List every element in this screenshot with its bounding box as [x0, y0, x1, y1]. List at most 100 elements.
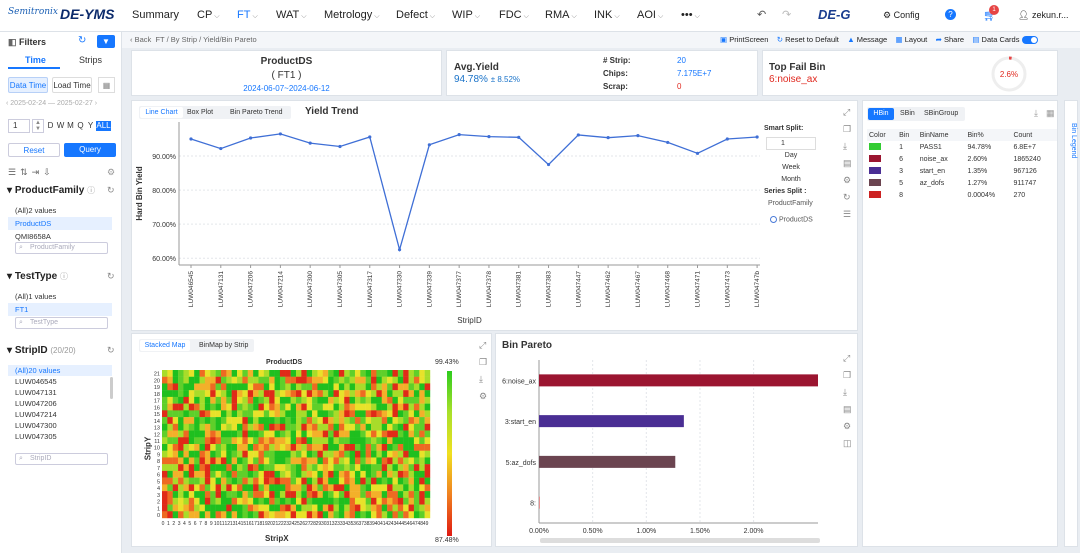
tab-stacked-map[interactable]: Stacked Map [140, 340, 190, 351]
split-month[interactable]: Month [781, 176, 801, 183]
expand-icon[interactable]: ⤢ [479, 340, 487, 350]
tab-sbingroup[interactable]: SBinGroup [924, 110, 959, 117]
list-item[interactable]: LUW047214 [15, 410, 57, 419]
de-g-logo[interactable]: DE-G [818, 7, 851, 22]
copy-icon[interactable]: ❐ [843, 124, 852, 134]
list-item[interactable]: QMI8658A [15, 232, 51, 241]
tab-strips[interactable]: Strips [79, 55, 103, 65]
copy-icon[interactable]: ❐ [479, 357, 488, 367]
nav-ink[interactable]: INK ⌵ [594, 9, 620, 21]
tab-line-chart[interactable]: Line Chart [140, 107, 183, 118]
share-button[interactable]: ➦ Share [935, 35, 965, 44]
reset-button[interactable]: Reset [8, 143, 60, 157]
list-item-selected[interactable]: ProductDS [8, 217, 112, 230]
filter-icon[interactable]: ▼ [97, 35, 115, 48]
table-row[interactable]: 1 PASS1 94.78% 6.8E+7 [867, 141, 1057, 153]
calendar-icon[interactable]: ▦ [98, 77, 115, 93]
column-header[interactable]: Bin [899, 131, 910, 139]
load-time-button[interactable]: Load Time [52, 77, 92, 93]
tab-box-plot[interactable]: Box Plot [187, 109, 214, 116]
period-d[interactable]: D [47, 121, 54, 130]
nav-rma[interactable]: RMA ⌵ [545, 9, 577, 21]
period-w[interactable]: W [56, 121, 65, 130]
productfamily-search[interactable]: ⌕ ProductFamily [15, 242, 108, 254]
help-icon[interactable]: ? [945, 9, 956, 20]
list-scrollbar[interactable] [110, 377, 113, 399]
redo-icon[interactable]: ↷ [782, 9, 792, 21]
nav-metrology[interactable]: Metrology ⌵ [324, 9, 380, 21]
app-name[interactable]: DE-YMS [60, 6, 115, 22]
query-button[interactable]: Query [64, 143, 116, 157]
nav-cp[interactable]: CP ⌵ [197, 9, 220, 21]
column-header[interactable]: Bin% [967, 131, 984, 139]
bin-legend-side-tab[interactable]: Bin Legend [1064, 100, 1078, 547]
message-button[interactable]: ▲ Message [847, 35, 888, 44]
printscreen-button[interactable]: ▣ PrintScreen [720, 35, 769, 44]
table-row[interactable]: 6 noise_ax 2.60% 1865240 [867, 153, 1057, 165]
series-split-value[interactable]: ProductFamily [768, 200, 813, 207]
nav-aoi[interactable]: AOI ⌵ [637, 9, 664, 21]
data-time-button[interactable]: Data Time [8, 77, 48, 93]
table-row[interactable]: 5 az_dofs 1.27% 911747 [867, 177, 1057, 189]
list-item[interactable]: LUW046545 [15, 377, 57, 386]
nav-defect[interactable]: Defect ⌵ [396, 9, 436, 21]
stripid-title[interactable]: ▾ StripID (20/20) [7, 345, 76, 356]
period-stepper[interactable]: ▲ ▼ [32, 119, 44, 133]
expand-icon[interactable]: ⤢ [843, 353, 851, 363]
tab-time[interactable]: Time [25, 55, 46, 65]
expand-icon[interactable]: ⤢ [843, 107, 851, 117]
legend-productds[interactable]: ProductDS [770, 216, 813, 223]
testtype-title[interactable]: ▾ TestType ⓘ [7, 271, 69, 282]
config-button[interactable]: ⚙ Config [883, 10, 920, 21]
date-range[interactable]: ‹ 2025-02-24 — 2025-02-27 › [6, 100, 98, 107]
list-item-selected[interactable]: FT1 [8, 303, 112, 316]
productfamily-title[interactable]: ▾ ProductFamily ⓘ [7, 185, 96, 196]
list-item[interactable]: (All)2 values [15, 206, 57, 215]
refresh-icon[interactable]: ↻ [78, 35, 87, 46]
column-header[interactable]: Color [869, 131, 886, 139]
table-row[interactable]: 3 start_en 1.35% 967126 [867, 165, 1057, 177]
note-icon[interactable]: ◫ [843, 438, 852, 448]
split-week[interactable]: Week [782, 164, 800, 171]
list-item[interactable]: LUW047300 [15, 421, 57, 430]
undo-icon[interactable]: ↶ [757, 9, 767, 21]
tab-hbin[interactable]: HBin [868, 108, 894, 120]
table-icon[interactable]: ▤ [843, 404, 852, 414]
layout-button[interactable]: ▦ Layout [895, 35, 928, 44]
download-icon[interactable]: ⤓ [1034, 108, 1038, 118]
list-item-selected[interactable]: (All)20 values [8, 365, 112, 376]
column-header[interactable]: BinName [919, 131, 949, 139]
pareto-scrollbar[interactable] [540, 538, 820, 543]
settings-icon[interactable]: ⚙ [479, 391, 488, 401]
nav-ft[interactable]: FT ⌵ [237, 9, 258, 21]
refresh-icon[interactable]: ↻ [843, 192, 851, 202]
back-link[interactable]: ‹ Back [130, 35, 152, 44]
nav-wat[interactable]: WAT ⌵ [276, 9, 307, 21]
download-icon[interactable]: ⤓ [843, 387, 847, 397]
productfamily-reset-icon[interactable]: ↻ [107, 185, 115, 195]
nav-fdc[interactable]: FDC ⌵ [499, 9, 529, 21]
data-cards-toggle[interactable]: ▤ Data Cards [972, 35, 1038, 45]
settings-icon[interactable]: ⚙ [107, 167, 116, 177]
settings-icon[interactable]: ⚙ [843, 175, 852, 185]
testtype-search[interactable]: ⌕ TestType [15, 317, 108, 329]
column-header[interactable]: Count [1013, 131, 1033, 139]
list-item[interactable]: (All)1 values [15, 292, 57, 301]
nav-summary[interactable]: Summary [132, 9, 180, 21]
tab-binmap-by-strip[interactable]: BinMap by Strip [199, 342, 249, 349]
breadcrumb-by-strip[interactable]: By Strip [170, 35, 198, 44]
stripid-reset-icon[interactable]: ↻ [107, 345, 115, 355]
grid-icon[interactable]: ▦ [1046, 108, 1055, 118]
list-tools-icons[interactable]: ☰⇅⇥⇩ [8, 167, 55, 177]
table-row[interactable]: 8 0.0004% 270 [867, 189, 1057, 201]
table-icon[interactable]: ▤ [843, 158, 852, 168]
nav-[interactable]: ••• ⌵ [681, 9, 700, 21]
tab-bin-pareto-trend[interactable]: Bin Pareto Trend [230, 109, 283, 116]
testtype-reset-icon[interactable]: ↻ [107, 271, 115, 281]
copy-icon[interactable]: ❐ [843, 370, 852, 380]
download-icon[interactable]: ⤓ [843, 141, 847, 151]
menu-icon[interactable]: ☰ [843, 209, 852, 219]
period-y[interactable]: Y [87, 121, 94, 130]
period-q[interactable]: Q [77, 121, 84, 130]
